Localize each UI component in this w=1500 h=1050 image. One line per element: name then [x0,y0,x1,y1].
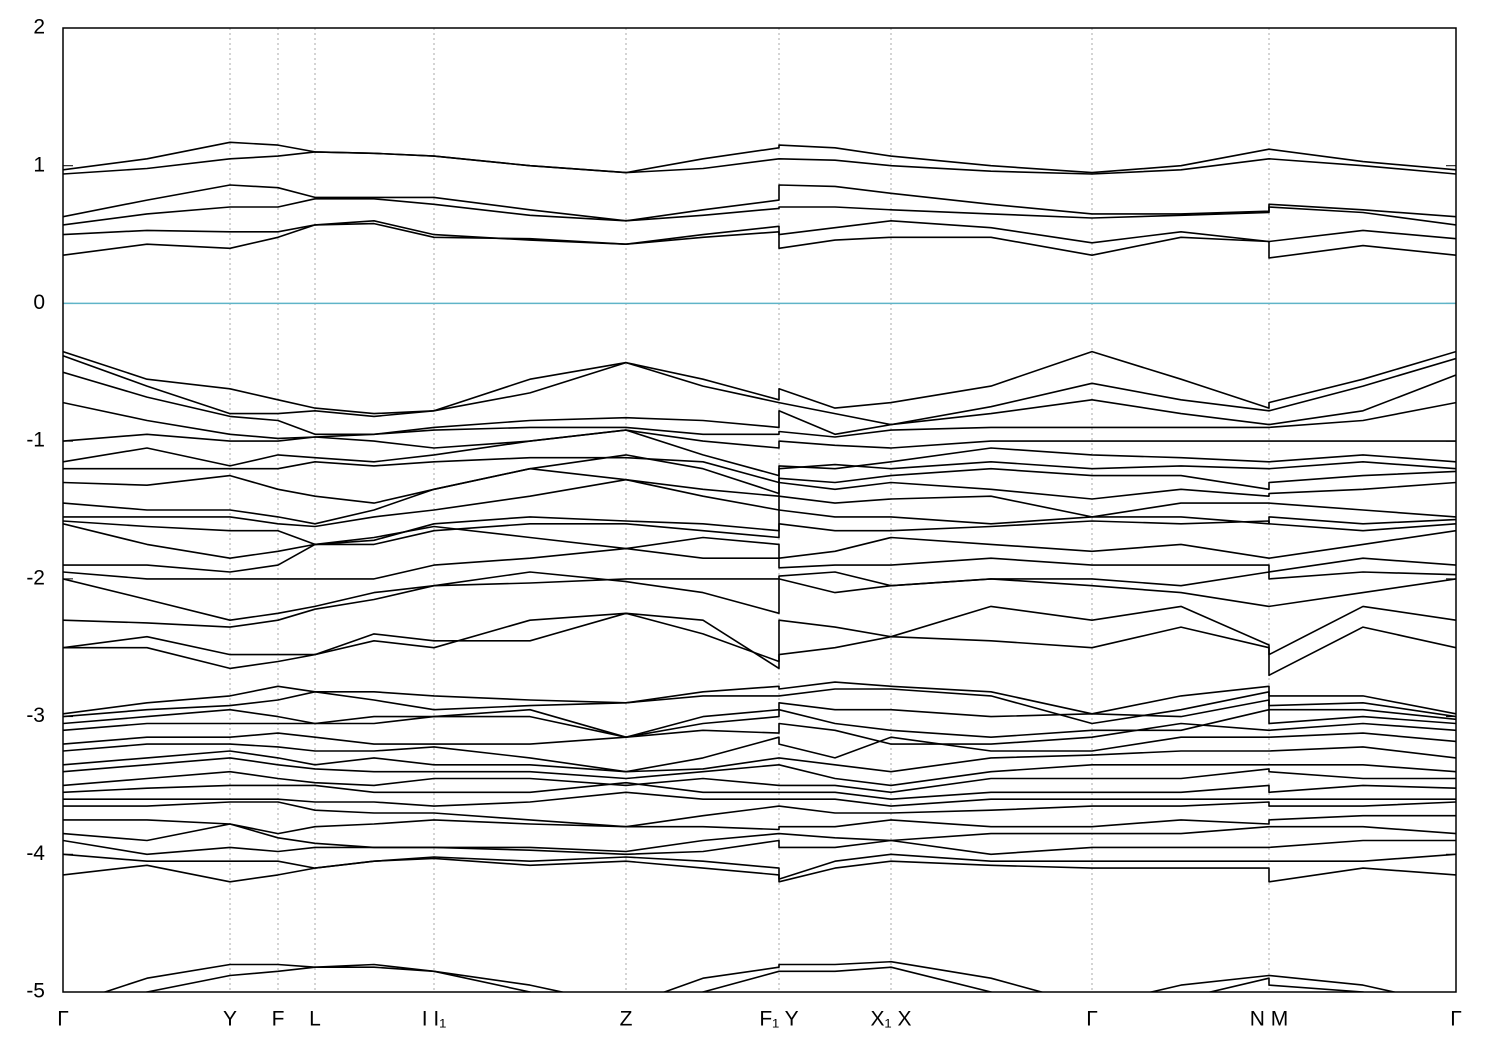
band-line [63,222,1456,259]
bands [63,141,1456,992]
band-line [63,429,1456,477]
band-line [63,478,1456,528]
band-line [63,525,1456,573]
band-line [63,520,1456,559]
x-tick-label: Γ [1450,1008,1462,1031]
x-tick-label: F [272,1008,285,1031]
band-line [63,857,1456,883]
band-line [63,350,1456,415]
y-tick-label: -4 [26,842,45,865]
band-line [63,184,1456,222]
band-line [63,688,1456,725]
x-tick-label: L [309,1008,321,1031]
band-line [63,571,1456,628]
band-line [63,814,1456,835]
x-tick-label: Z [620,1008,633,1031]
x-tick-label: Y [223,1008,237,1031]
band-line [144,966,1366,992]
band-line [63,768,1456,794]
y-tick-label: -3 [26,704,45,727]
band-line [63,781,1456,800]
x-tick-label: N M [1250,1008,1289,1031]
band-line [63,853,1456,880]
band-line [63,612,1456,677]
band-line [63,456,1456,484]
x-tick-label: Γ [57,1008,69,1031]
y-tick-label: -1 [26,429,45,452]
band-line [63,722,1456,745]
y-tick-label: -5 [26,980,45,1003]
plot-frame [62,27,1457,993]
band-line [102,960,1398,992]
x-tick-label: Γ [1086,1008,1098,1031]
band-line [63,198,1456,226]
band-line [63,791,1456,807]
y-tick-label: 2 [33,16,45,39]
band-line [63,547,1456,580]
band-line [63,429,1456,449]
band-line [63,355,1456,426]
x-tick-label: I I₁ [422,1008,447,1031]
band-line [63,801,1456,828]
band-line [63,839,1456,856]
band-line [63,732,1456,773]
band-line [63,823,1456,853]
band-line [63,708,1456,738]
band-line [63,220,1456,245]
band-line [63,141,1456,174]
band-line [63,371,1456,436]
x-tick-label: X₁ X [871,1008,912,1031]
band-line [63,151,1456,175]
band-line [63,746,1456,773]
y-tick-label: 1 [33,153,45,176]
y-tick-label: -2 [26,566,45,589]
band-line [63,681,1456,715]
y-tick-label: 0 [33,291,45,314]
x-tick-label: F₁ Y [759,1008,798,1031]
band-line [63,757,1456,787]
band-line [63,401,1456,440]
